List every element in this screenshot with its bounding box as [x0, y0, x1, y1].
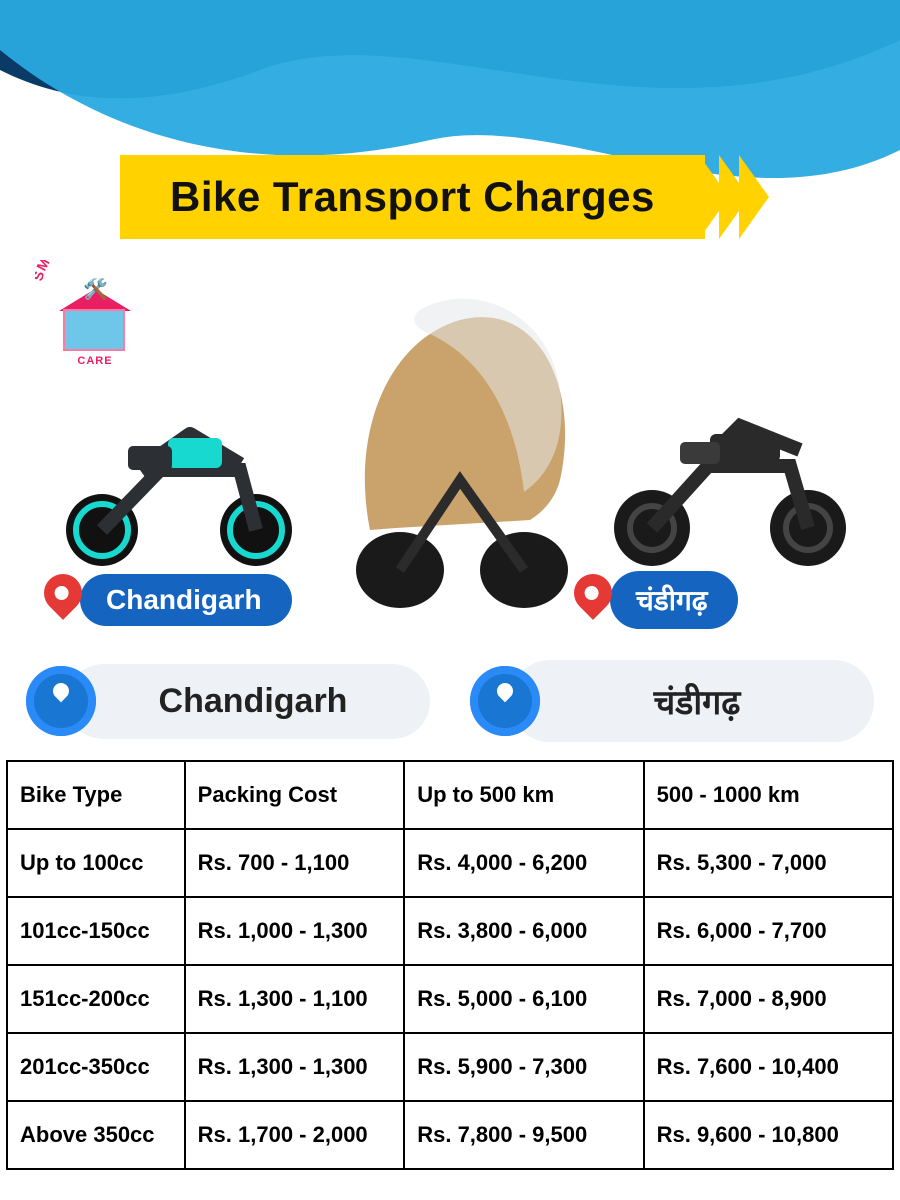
- location-label-left: Chandigarh: [80, 574, 292, 626]
- cell: Rs. 5,300 - 7,000: [644, 829, 893, 897]
- map-pin-circle-icon: [26, 666, 96, 736]
- cell: Rs. 7,800 - 9,500: [404, 1101, 643, 1169]
- location-badge-right: चंडीगढ़: [570, 570, 738, 630]
- cell: Rs. 7,600 - 10,400: [644, 1033, 893, 1101]
- map-pin-circle-icon: [470, 666, 540, 736]
- table-row: 151cc-200cc Rs. 1,300 - 1,100 Rs. 5,000 …: [7, 965, 893, 1033]
- chevron-right-icon: [699, 155, 769, 239]
- cell: Rs. 9,600 - 10,800: [644, 1101, 893, 1169]
- table-row: Above 350cc Rs. 1,700 - 2,000 Rs. 7,800 …: [7, 1101, 893, 1169]
- bike-image-packed: [310, 270, 610, 610]
- location-label-right: चंडीगढ़: [610, 571, 738, 629]
- cell: Rs. 5,900 - 7,300: [404, 1033, 643, 1101]
- location-chip-label-right: चंडीगढ़: [510, 660, 874, 742]
- bike-image-left: [40, 380, 320, 570]
- table-row: 101cc-150cc Rs. 1,000 - 1,300 Rs. 3,800 …: [7, 897, 893, 965]
- cell: Rs. 7,000 - 8,900: [644, 965, 893, 1033]
- cell: Rs. 3,800 - 6,000: [404, 897, 643, 965]
- cell: Above 350cc: [7, 1101, 185, 1169]
- table-header-row: Bike Type Packing Cost Up to 500 km 500 …: [7, 761, 893, 829]
- title-banner: Bike Transport Charges: [120, 155, 769, 239]
- table-row: Up to 100cc Rs. 700 - 1,100 Rs. 4,000 - …: [7, 829, 893, 897]
- col-packing: Packing Cost: [185, 761, 405, 829]
- cell: Rs. 6,000 - 7,700: [644, 897, 893, 965]
- cell: 201cc-350cc: [7, 1033, 185, 1101]
- cell: Rs. 1,300 - 1,100: [185, 965, 405, 1033]
- location-chip-left: Chandigarh: [26, 660, 430, 742]
- location-chip-label-left: Chandigarh: [66, 664, 430, 739]
- cell: Rs. 4,000 - 6,200: [404, 829, 643, 897]
- col-bike-type: Bike Type: [7, 761, 185, 829]
- map-pin-icon: [40, 570, 88, 630]
- page-title: Bike Transport Charges: [120, 155, 705, 239]
- bike-image-right: [590, 370, 870, 570]
- col-upto-500: Up to 500 km: [404, 761, 643, 829]
- cell: Rs. 1,000 - 1,300: [185, 897, 405, 965]
- cell: 101cc-150cc: [7, 897, 185, 965]
- cell: Rs. 700 - 1,100: [185, 829, 405, 897]
- cell: 151cc-200cc: [7, 965, 185, 1033]
- cell: Up to 100cc: [7, 829, 185, 897]
- location-badge-left: Chandigarh: [40, 570, 292, 630]
- pricing-table: Bike Type Packing Cost Up to 500 km 500 …: [6, 760, 894, 1170]
- col-500-1000: 500 - 1000 km: [644, 761, 893, 829]
- cell: Rs. 1,300 - 1,300: [185, 1033, 405, 1101]
- cell: Rs. 5,000 - 6,100: [404, 965, 643, 1033]
- table-row: 201cc-350cc Rs. 1,300 - 1,300 Rs. 5,900 …: [7, 1033, 893, 1101]
- cell: Rs. 1,700 - 2,000: [185, 1101, 405, 1169]
- map-pin-icon: [570, 570, 618, 630]
- location-chip-right: चंडीगढ़: [470, 660, 874, 742]
